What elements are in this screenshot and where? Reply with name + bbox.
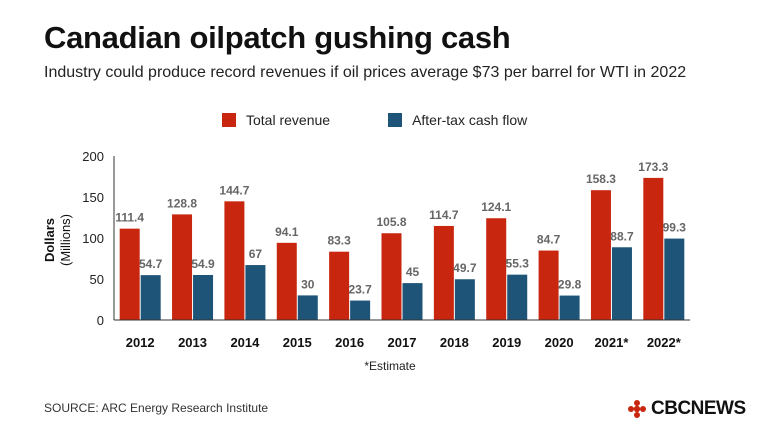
x-tick-2012: 2012	[126, 335, 155, 350]
bar-cashflow-2016	[350, 300, 371, 320]
x-tick-2015: 2015	[283, 335, 312, 350]
bar-revenue-2014	[224, 201, 245, 320]
value-label-revenue-2015: 94.1	[275, 225, 299, 239]
value-label-cashflow-2017: 45	[406, 265, 420, 279]
legend-label-revenue: Total revenue	[246, 112, 331, 128]
value-label-cashflow-2013: 54.9	[191, 257, 215, 271]
y-tick-200: 200	[82, 149, 104, 164]
bar-revenue-2020	[538, 250, 559, 320]
value-label-cashflow-2021: 88.7	[610, 229, 634, 243]
bar-revenue-2019	[486, 218, 507, 320]
legend-item-cashflow: After-tax cash flow	[388, 112, 527, 128]
value-label-cashflow-2016: 23.7	[348, 283, 372, 297]
value-label-revenue-2013: 128.8	[167, 196, 197, 210]
value-label-revenue-2016: 83.3	[327, 234, 351, 248]
x-tick-2020: 2020	[545, 335, 574, 350]
y-axis-label-unit: (Millions)	[58, 214, 73, 266]
chart-subtitle: Industry could produce record revenues i…	[44, 64, 687, 81]
bar-cashflow-2018	[454, 279, 475, 320]
y-tick-150: 150	[82, 190, 104, 205]
x-tick-2019: 2019	[492, 335, 521, 350]
source-credit: SOURCE: ARC Energy Research Institute	[44, 401, 269, 415]
value-label-cashflow-2020: 29.8	[558, 278, 582, 292]
legend-swatch-revenue	[222, 113, 236, 127]
legend-item-revenue: Total revenue	[222, 112, 330, 128]
estimate-note: *Estimate	[364, 359, 416, 373]
x-tick-2017: 2017	[388, 335, 417, 350]
value-label-cashflow-2012: 54.7	[139, 257, 163, 271]
bar-cashflow-2017	[402, 283, 423, 320]
value-label-revenue-2017: 105.8	[376, 215, 406, 229]
bar-revenue-2015	[276, 242, 297, 320]
chart-title: Canadian oilpatch gushing cash	[44, 20, 511, 55]
bar-revenue-2017	[381, 233, 402, 320]
value-label-revenue-2019: 124.1	[481, 200, 511, 214]
bar-cashflow-2021	[611, 247, 632, 320]
value-label-cashflow-2015: 30	[301, 277, 315, 291]
value-label-revenue-2012: 111.4	[115, 211, 144, 225]
value-label-cashflow-2018: 49.7	[453, 261, 477, 275]
bar-revenue-2022	[643, 177, 664, 320]
x-tick-2022: 2022*	[647, 335, 682, 350]
value-label-cashflow-2014: 67	[249, 247, 263, 261]
x-tick-2016: 2016	[335, 335, 364, 350]
value-label-revenue-2021: 158.3	[586, 172, 616, 186]
bar-revenue-2012	[119, 228, 140, 320]
x-tick-labels-group: 2012 2013 2014 2015 2016 2017 2018 2019 2020 2021…	[126, 335, 682, 350]
bar-cashflow-2013	[193, 274, 214, 320]
y-tick-labels-group: 0 50 100 150 200	[82, 149, 104, 328]
y-tick-0: 0	[97, 313, 104, 328]
value-label-revenue-2018: 114.7	[429, 208, 459, 222]
x-tick-2018: 2018	[440, 335, 469, 350]
x-tick-2021: 2021*	[594, 335, 629, 350]
cbc-gem-icon	[628, 400, 646, 418]
legend-label-cashflow: After-tax cash flow	[412, 112, 528, 128]
value-label-revenue-2014: 144.7	[219, 183, 249, 197]
x-tick-2014: 2014	[230, 335, 260, 350]
value-label-cashflow-2019: 55.3	[506, 257, 530, 271]
bar-cashflow-2015	[297, 295, 318, 320]
bar-cashflow-2014	[245, 265, 266, 320]
x-tick-2013: 2013	[178, 335, 207, 350]
value-label-revenue-2020: 84.7	[537, 233, 561, 247]
value-label-cashflow-2022: 99.3	[663, 221, 687, 235]
y-axis-label: Dollars	[42, 218, 57, 262]
bar-cashflow-2022	[664, 238, 685, 320]
bars-group	[119, 177, 685, 320]
legend: Total revenue After-tax cash flow	[222, 112, 585, 128]
bar-revenue-2018	[433, 225, 454, 320]
bar-revenue-2016	[329, 251, 350, 320]
bar-cashflow-2012	[140, 275, 161, 320]
bar-revenue-2021	[590, 190, 611, 320]
cbc-news-logo: CBCNEWS	[627, 398, 746, 420]
y-tick-50: 50	[90, 272, 104, 287]
bar-cashflow-2020	[559, 295, 580, 320]
logo-text: CBCNEWS	[651, 398, 746, 419]
y-tick-100: 100	[82, 231, 104, 246]
bar-revenue-2013	[172, 214, 193, 320]
bar-cashflow-2019	[507, 274, 528, 320]
value-labels-group: 111.4 54.7 128.8 54.9 144.7 67 94.1 30 83.3 23.7 1…	[115, 160, 686, 297]
legend-swatch-cashflow	[388, 113, 403, 127]
value-label-revenue-2022: 173.3	[638, 160, 668, 174]
